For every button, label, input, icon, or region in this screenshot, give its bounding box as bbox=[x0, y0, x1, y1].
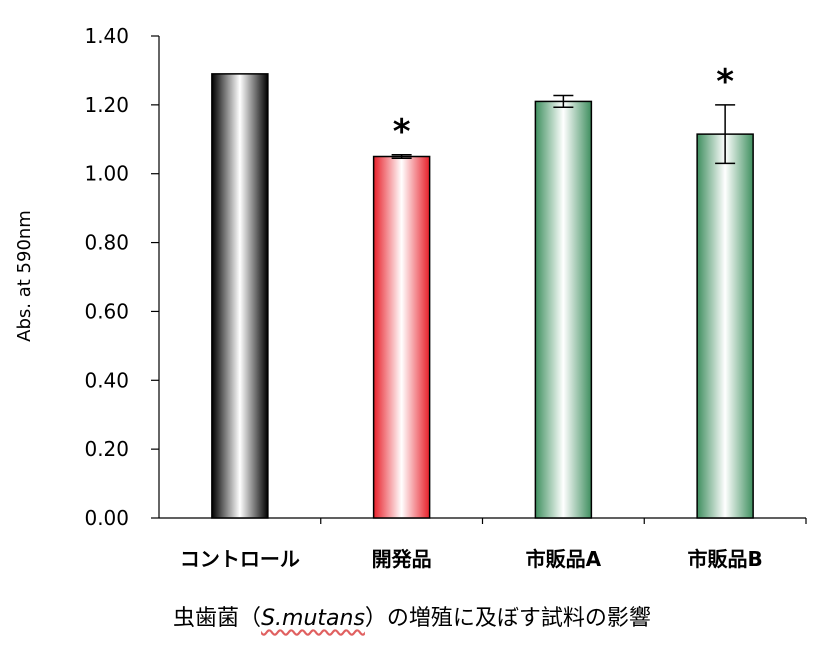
significance-star: * bbox=[393, 112, 411, 152]
y-axis-ticks: 0.00 0.20 0.40 0.60 0.80 1.00 1.20 1.40 bbox=[84, 24, 159, 530]
caption-prefix: 虫歯菌（ bbox=[173, 606, 262, 631]
error-bars-group bbox=[391, 94, 736, 165]
significance-markers: ** bbox=[393, 62, 735, 152]
y-tick-label: 0.20 bbox=[84, 437, 129, 461]
caption-suffix: ）の増殖に及ぼす試料の影響 bbox=[364, 606, 651, 631]
category-labels: コントロール 開発品 市販品A 市販品B bbox=[180, 547, 763, 571]
bar bbox=[211, 73, 269, 519]
category-label: 市販品A bbox=[526, 547, 602, 571]
bar-chart: Abs. at 590nm 0.00 0.20 0.40 0.60 0.80 1.00 1.… bbox=[14, 24, 807, 571]
y-tick-label: 0.40 bbox=[84, 368, 129, 392]
figure-caption: 虫歯菌（S.mutans）の増殖に及ぼす試料の影響 bbox=[0, 600, 824, 632]
y-tick-label: 0.80 bbox=[84, 231, 129, 255]
caption-species: S.mutans bbox=[261, 606, 365, 631]
bar bbox=[534, 100, 593, 519]
error-bar bbox=[715, 104, 736, 165]
y-axis-title: Abs. at 590nm bbox=[14, 210, 35, 342]
y-tick-label: 1.40 bbox=[84, 24, 129, 48]
y-tick-label: 0.60 bbox=[84, 299, 129, 323]
y-tick-label: 0.00 bbox=[84, 506, 129, 530]
bar bbox=[696, 133, 754, 519]
category-label: 市販品B bbox=[688, 547, 763, 571]
error-bar bbox=[553, 94, 574, 109]
bars-group bbox=[211, 73, 754, 519]
category-label: 開発品 bbox=[372, 547, 432, 571]
category-label: コントロール bbox=[180, 547, 300, 571]
error-bar bbox=[391, 154, 412, 159]
y-tick-label: 1.00 bbox=[84, 162, 129, 186]
significance-star: * bbox=[716, 62, 734, 102]
x-axis-ticks bbox=[320, 518, 807, 524]
y-tick-label: 1.20 bbox=[84, 93, 129, 117]
bar bbox=[372, 155, 431, 519]
